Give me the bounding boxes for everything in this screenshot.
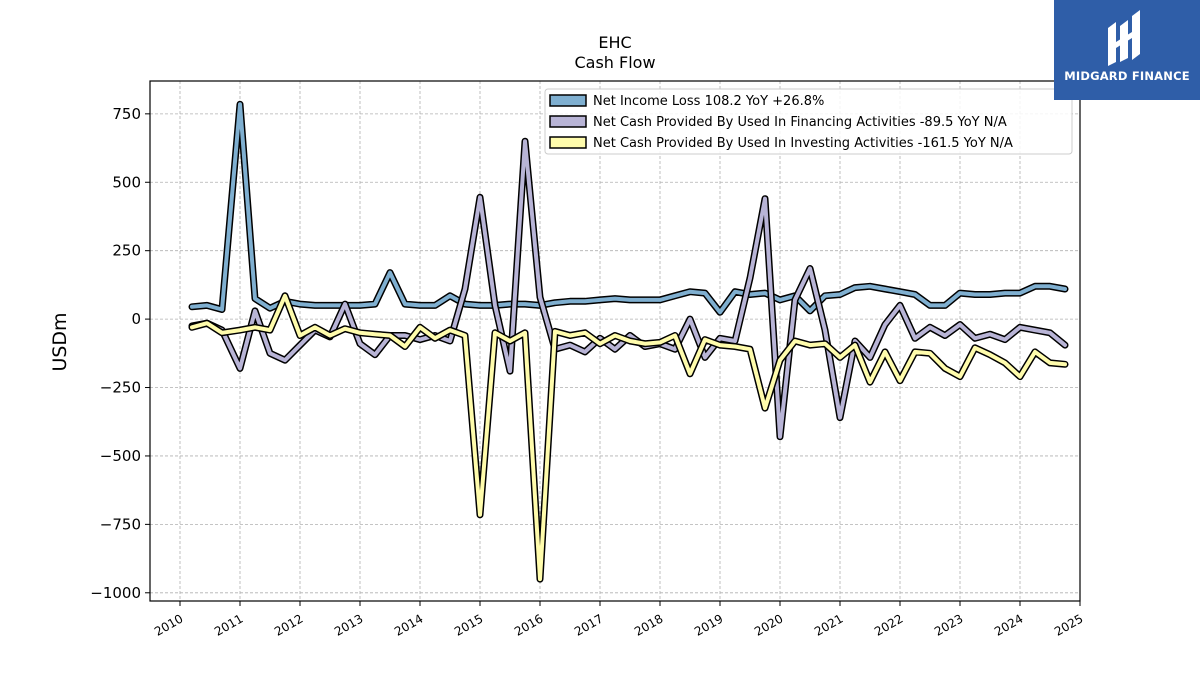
series-2-outline (188, 292, 1069, 583)
x-tick-label-10: 2020 (752, 611, 785, 638)
x-tick-label-14: 2024 (992, 611, 1025, 638)
y-tick-label-5: −500 (100, 447, 141, 465)
series-0-line (190, 102, 1067, 315)
y-axis-label: USDm (49, 312, 71, 371)
series-1-line (190, 139, 1067, 439)
x-tick-label-3: 2013 (332, 611, 365, 638)
x-tick-label-1: 2011 (212, 611, 245, 638)
legend: Net Income Loss 108.2 YoY +26.8% Net Cash… (544, 88, 1073, 155)
legend-swatch-2 (549, 136, 587, 149)
y-tick-label-6: −750 (100, 515, 141, 533)
x-tick-label-15: 2025 (1052, 611, 1085, 638)
midgard-logo-icon (1108, 10, 1140, 66)
y-tick-label-1: 500 (112, 173, 141, 191)
legend-swatch-1 (549, 115, 587, 128)
x-tick-label-12: 2022 (872, 611, 905, 638)
chart-subtitle: Cash Flow (574, 53, 655, 72)
legend-label-0: Net Income Loss 108.2 YoY +26.8% (593, 94, 824, 109)
series-1-outline (188, 137, 1069, 441)
plot-frame (149, 80, 1081, 602)
x-tick-label-4: 2014 (392, 611, 425, 638)
x-tick-label-8: 2018 (632, 611, 665, 638)
y-tick-label-0: 750 (112, 105, 141, 123)
series-lines (188, 100, 1069, 583)
chart-title: EHC (598, 33, 631, 52)
y-tick-label-2: 250 (112, 242, 141, 260)
x-tick-label-6: 2016 (512, 611, 545, 638)
grid (150, 81, 1081, 601)
y-tick-label-3: 0 (131, 310, 141, 328)
logo-text: MIDGARD FINANCE (1064, 69, 1190, 83)
x-tick-label-11: 2021 (812, 611, 845, 638)
series-2-line (190, 293, 1067, 582)
x-tick-label-0: 2010 (152, 611, 185, 638)
legend-label-2: Net Cash Provided By Used In Investing A… (593, 136, 1013, 151)
x-tick-label-5: 2015 (452, 611, 485, 638)
y-tick-label-7: −1000 (90, 584, 141, 602)
legend-label-1: Net Cash Provided By Used In Financing A… (593, 115, 1007, 130)
y-tick-label-4: −250 (100, 379, 141, 397)
x-tick-label-9: 2019 (692, 611, 725, 638)
x-tick-label-2: 2012 (272, 611, 305, 638)
x-tick-label-13: 2023 (932, 611, 965, 638)
legend-swatch-0 (549, 94, 587, 107)
x-tick-label-7: 2017 (572, 611, 605, 638)
legend-box (544, 88, 1073, 155)
midgard-finance-logo: MIDGARD FINANCE (1054, 0, 1200, 100)
